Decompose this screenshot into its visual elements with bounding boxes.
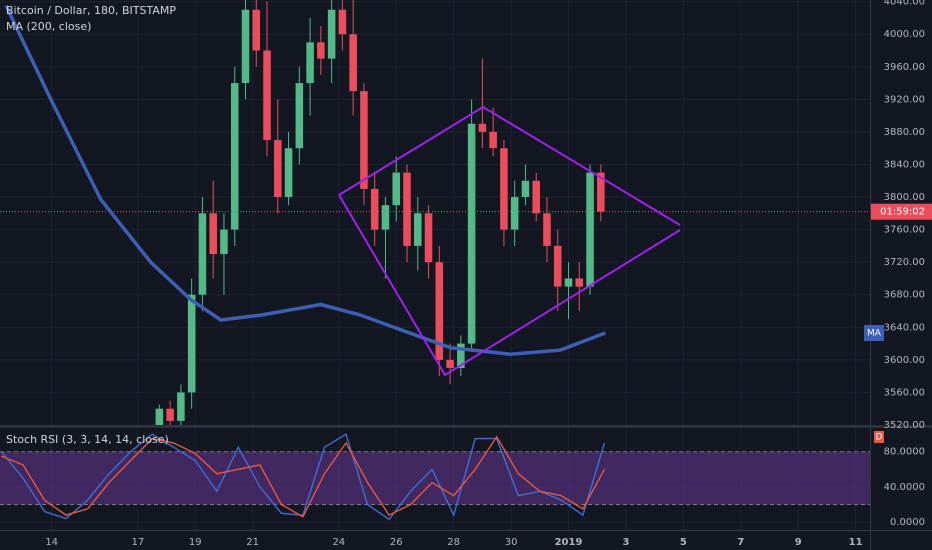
candle-body [284,148,293,198]
candle-body [317,42,325,59]
y-tick-label: 3840.00 [884,159,925,170]
candle-body [209,213,217,255]
y-tick-label: 4000.00 [884,29,925,40]
price-pane [0,0,870,425]
stoch-badge [874,431,884,443]
candle-body [349,34,357,92]
candle-body [597,172,605,212]
stoch-line [0,433,606,521]
countdown-badge [871,203,932,220]
candle-body [177,392,185,421]
candle-body [220,229,228,255]
x-tick-label: 28 [447,537,460,548]
stoch-title: Stoch RSI (3, 3, 14, 14, close) [6,433,169,446]
y-tick-label: 3960.00 [884,62,925,73]
candle-body [370,188,379,230]
stoch-badge-label: D [876,433,883,443]
candle-body [478,123,487,132]
candle-body [489,131,497,149]
y-tick-label: 3680.00 [884,290,925,301]
x-tick-label: 19 [189,537,202,548]
candle-body [187,294,196,393]
countdown-label: 01:59:02 [880,207,925,218]
y-tick-label: 3520.00 [884,420,925,431]
x-tick-label: 2019 [555,537,583,548]
candle-body [166,408,174,421]
axis-layer: 3520.00 3560.00 3600.00 3640.00 3680.00 3720.… [45,0,932,548]
x-tick-label: 3 [622,537,629,548]
trend-line [338,194,681,377]
y-tick-label: 80.0000 [884,447,925,458]
candle-body [424,213,433,263]
x-tick-label: 21 [246,537,259,548]
y-tick-label: 0.0000 [890,517,925,528]
candle-body [327,9,336,59]
y-tick-label: 3600.00 [884,355,925,366]
stoch-line [1,435,606,518]
candle-body [241,9,250,84]
ma-badge [864,324,884,341]
candle-body [564,278,573,287]
y-tick-label: 3720.00 [884,257,925,268]
candle-body [435,262,444,360]
candle-body [392,172,401,206]
chart-title: Bitcoin / Dollar, 180, BITSTAMP [6,4,176,17]
candle-body [403,172,411,246]
ma-legend: MA (200, close) [6,20,91,33]
candle-body [553,245,562,287]
x-tick-label: 5 [680,537,687,548]
y-tick-label: 3800.00 [884,192,925,203]
x-tick-label: 30 [505,537,518,548]
candle-body [198,213,207,295]
y-tick-label: 40.0000 [884,482,925,493]
x-tick-label: 14 [45,537,58,548]
x-tick-label: 9 [795,537,802,548]
trend-drawing [338,105,681,377]
candle-body [414,213,422,246]
candle-body [543,213,551,246]
x-tick-label: 7 [737,537,744,548]
candle-body [263,50,271,141]
candle-body [586,172,594,287]
x-tick-label: 11 [849,537,863,548]
y-tick-label: 3640.00 [884,322,925,333]
x-tick-label: 24 [332,537,345,548]
candle-body [338,9,347,35]
y-tick-label: 4040.00 [884,0,925,8]
candle-body [521,180,530,198]
ma-line [4,4,606,356]
candle-body [532,180,540,214]
candle-body [306,42,314,84]
candle-body [360,91,368,189]
candle-body [575,278,584,287]
candle-body [274,140,282,198]
candle-body [510,197,519,230]
grid-layer [0,0,870,530]
y-tick-label: 3880.00 [884,127,925,138]
x-tick-label: 17 [131,537,144,548]
candle-body [230,83,239,230]
candle-body [252,9,261,51]
candle-body [295,83,304,149]
candle-body [467,123,476,344]
y-tick-label: 3560.00 [884,387,925,398]
trend-line [338,105,681,226]
y-tick-label: 3760.00 [884,225,925,236]
candle-body [457,343,465,369]
y-tick-label: 3920.00 [884,94,925,105]
x-tick-label: 26 [390,537,403,548]
candle-body [155,408,164,425]
ma-badge-label: MA [867,328,882,338]
stoch-pane [0,433,870,521]
candle-body [446,359,454,369]
candle-body [500,148,508,230]
candle-body [381,205,390,230]
band-fill [0,451,870,505]
